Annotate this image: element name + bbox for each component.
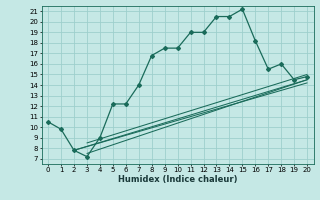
X-axis label: Humidex (Indice chaleur): Humidex (Indice chaleur) [118,175,237,184]
